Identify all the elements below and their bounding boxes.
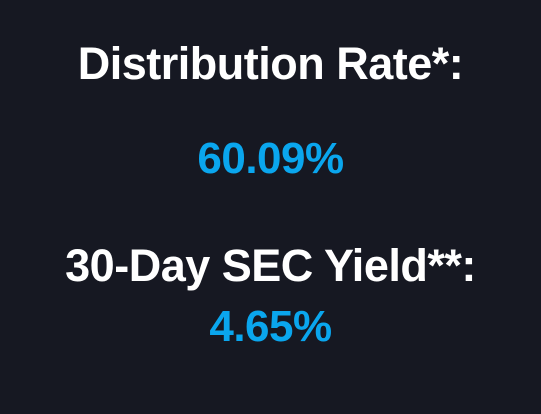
sec-yield-label: 30-Day SEC Yield**:	[65, 240, 476, 291]
sec-yield-value: 4.65%	[209, 302, 332, 351]
distribution-rate-label: Distribution Rate*:	[77, 38, 464, 89]
distribution-rate-value: 60.09%	[197, 134, 344, 183]
